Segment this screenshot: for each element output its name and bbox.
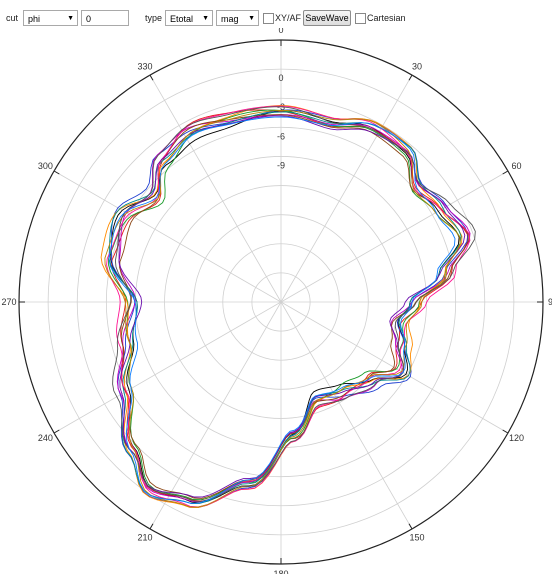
angle-tick-label: 240 bbox=[38, 433, 53, 443]
angle-tick-mark bbox=[502, 429, 509, 434]
angle-tick-label: 330 bbox=[137, 61, 152, 71]
angle-tick-mark bbox=[149, 74, 154, 81]
angle-tick-label: 120 bbox=[509, 433, 524, 443]
cartesian-label: Cartesian bbox=[367, 13, 406, 23]
angle-input[interactable]: 0 bbox=[81, 10, 129, 26]
mode-select[interactable]: mag ▼ bbox=[216, 10, 259, 26]
angle-tick-label: 30 bbox=[412, 61, 422, 71]
polar-spoke bbox=[149, 74, 282, 303]
cartesian-checkbox[interactable] bbox=[355, 13, 366, 24]
radial-tick-label: -9 bbox=[277, 160, 285, 170]
radial-tick-label: -6 bbox=[277, 131, 285, 141]
angle-tick-label: 300 bbox=[38, 161, 53, 171]
angle-tick-label: 270 bbox=[1, 297, 16, 307]
toolbar: cut phi ▼ 0 type Etotal ▼ mag ▼ XY/AF Sa… bbox=[0, 0, 552, 28]
polar-spoke bbox=[149, 301, 282, 530]
pattern-series-line bbox=[104, 109, 461, 508]
type-label: type bbox=[145, 13, 163, 23]
angle-tick-label: 150 bbox=[409, 533, 424, 543]
radial-tick-label: 0 bbox=[278, 73, 283, 83]
type-select-value: Etotal bbox=[170, 14, 194, 24]
cut-select-value: phi bbox=[28, 14, 41, 24]
angle-tick-label: 0 bbox=[278, 28, 283, 35]
angle-tick-mark bbox=[53, 429, 60, 434]
angle-tick-mark bbox=[502, 170, 509, 175]
pattern-series-line bbox=[108, 116, 456, 504]
angle-tick-label: 210 bbox=[137, 533, 152, 543]
savewave-button[interactable]: SaveWave bbox=[303, 10, 351, 26]
cut-select[interactable]: phi ▼ bbox=[23, 10, 78, 26]
angle-tick-mark bbox=[408, 523, 413, 530]
angle-tick-mark bbox=[53, 170, 60, 175]
dropdown-arrow-icon: ▼ bbox=[67, 15, 74, 22]
polar-spoke bbox=[280, 170, 509, 303]
cut-label: cut bbox=[6, 13, 19, 23]
mode-select-value: mag bbox=[221, 14, 239, 24]
angle-tick-mark bbox=[149, 523, 154, 530]
xyaf-label: XY/AF bbox=[275, 13, 302, 23]
angle-tick-label: 90 bbox=[548, 297, 552, 307]
plot-area: 03060901201501802102402703003300-3-6-9 bbox=[0, 28, 552, 574]
xyaf-checkbox[interactable] bbox=[263, 13, 274, 24]
type-select[interactable]: Etotal ▼ bbox=[165, 10, 213, 26]
polar-spoke bbox=[53, 301, 282, 434]
dropdown-arrow-icon: ▼ bbox=[248, 15, 255, 22]
angle-tick-label: 180 bbox=[273, 569, 288, 574]
dropdown-arrow-icon: ▼ bbox=[202, 15, 209, 22]
angle-tick-mark bbox=[408, 74, 413, 81]
polar-spoke bbox=[53, 170, 282, 303]
angle-tick-label: 60 bbox=[512, 161, 522, 171]
polar-spoke bbox=[280, 301, 509, 434]
pattern-series-line bbox=[108, 111, 462, 504]
polar-spoke bbox=[280, 74, 413, 303]
polar-chart: 03060901201501802102402703003300-3-6-9 bbox=[1, 28, 552, 574]
polar-spoke bbox=[280, 301, 413, 530]
